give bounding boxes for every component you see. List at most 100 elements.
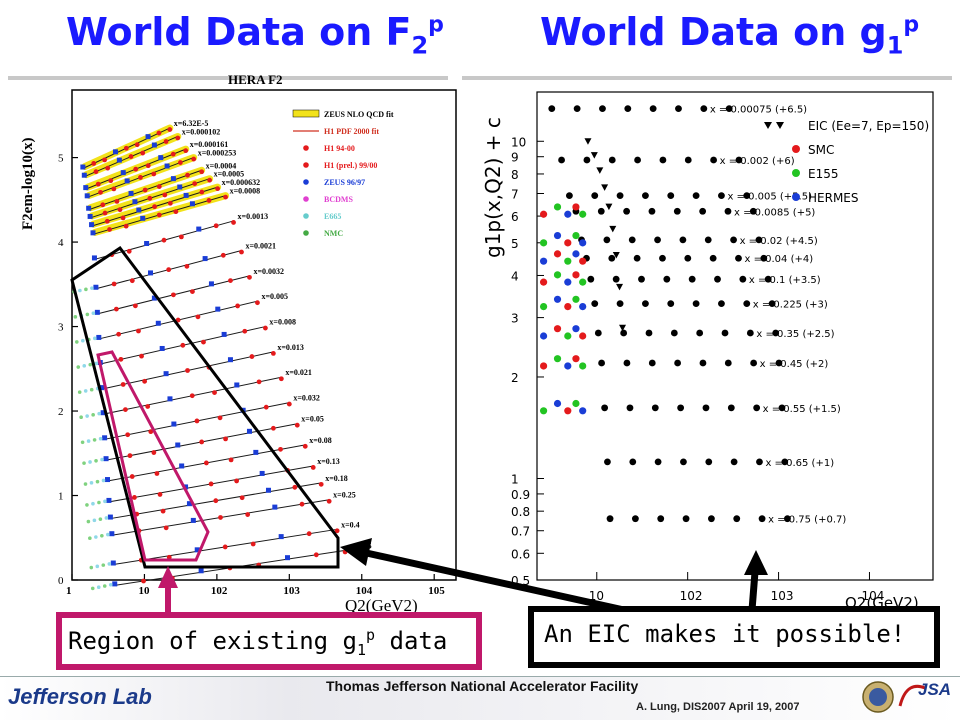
f2-data-point [220,252,226,258]
g1p-eic-point [597,207,605,215]
f2-data-point [203,460,209,466]
eic-callout: An EIC makes it possible! [528,606,940,668]
f2-data-point [334,528,340,534]
f2-data-point [270,425,276,431]
g1p-eic-point [623,207,631,215]
g1p-eic-point [638,275,645,283]
g1p-measured-point [539,257,548,265]
g1p-eic-point [758,515,766,523]
g1p-y-tick-label: 1 [511,472,519,486]
f2-data-point [104,477,110,483]
f2-data-point [95,479,100,484]
f2-data-point [154,471,160,476]
f2-legend-entry: E665 [324,212,341,221]
f2-data-point [136,207,142,213]
g1p-measured-point [564,257,572,265]
f2-data-point [129,278,135,284]
g1p-eic-point [573,105,581,112]
g1p-eic-point [724,207,732,215]
f2-legend-swatch [303,213,309,219]
g1p-measured-point [572,271,580,279]
g1p-eic-point [756,458,763,466]
g1p-series-label: x = 0.04 (+4) [744,254,813,265]
g1p-eic-point [775,359,783,367]
f2-data-point [94,309,100,315]
g1p-measured-point [564,332,572,340]
f2-x-tick-label: 103 [283,585,300,597]
g1p-series-label: x = 0.35 (+2.5) [756,329,834,340]
f2-data-point [82,461,86,465]
g1p-measured-point [539,332,548,340]
g1p-legend-swatch [792,145,800,153]
g1p-measured-point [539,302,548,311]
f2-data-point [178,234,184,240]
f2-data-point [85,312,90,317]
f2-data-point [217,415,223,421]
f2-legend-swatch [303,230,309,236]
g1p-eic-point [583,156,591,164]
f2-series-label: x=0.0021 [246,242,277,251]
f2-x-tick-label: 104 [356,585,373,597]
f2-data-point [140,150,146,156]
f2-data-point [94,458,98,463]
g1p-series-label: x = 0.65 (+1) [765,458,834,469]
f2-data-point [152,204,157,210]
f2-data-point [123,407,128,412]
f2-data-point [86,439,91,443]
f2-data-point [159,345,165,351]
f2-data-point [129,474,135,479]
g1p-eic-point [604,458,611,466]
g1p-series-label: x = 0.002 (+6) [720,156,795,167]
f2-data-point [87,213,93,219]
f2-data-point [175,442,181,448]
f2-y-tick-label: 1 [58,491,64,503]
f2-data-point [166,554,172,560]
talk-credit: A. Lung, DIS2007 April 19, 2007 [636,701,800,713]
g1p-eic-point [772,329,780,337]
f2-data-point [102,435,108,441]
f2-data-point [120,382,126,387]
g1p-measured-point [579,257,587,265]
f2-data-point [102,157,107,163]
f2-legend-entry: H1 94-00 [324,144,355,153]
g1p-eic-point [705,458,713,466]
f2-data-point [142,378,148,384]
f2-data-point [89,481,94,485]
f2-data-point [192,181,198,187]
g1p-x-tick-label: 102 [680,589,703,603]
g1p-eic-point [566,192,573,200]
f2-data-point [318,481,324,487]
f2-data-point [186,501,192,507]
f2-data-point [141,578,146,584]
g1p-measured-point [539,278,548,286]
g1p-eic-point [673,207,681,215]
f2-data-point [163,371,169,377]
f2-data-point [93,284,99,290]
f2-data-point [199,439,205,445]
title-underline-left [8,76,448,80]
g1p-eic-point [721,329,729,337]
g1p-eic-point [696,329,704,337]
g1p-eic-point [626,404,634,412]
f2-data-point [250,541,256,547]
g1p-eic-point [645,329,653,337]
f2-data-point [83,185,89,191]
f2-data-point [239,495,245,501]
g1p-eic-point [657,515,665,523]
f2-data-point [95,181,101,187]
f2-data-point [212,390,217,396]
g1p-eic-point [620,329,628,337]
g1p-legend-entry: E155 [808,167,839,181]
f2-data-point [223,436,228,442]
f2-data-point [124,178,130,184]
f2-data-point [142,187,148,193]
f2-data-point [114,198,120,204]
f2-data-point [223,194,228,200]
g1p-eic-point [629,458,637,466]
g1p-eic-point [670,329,678,337]
f2-plot-frame [71,89,457,581]
f2-series-label: x=0.13 [317,457,340,466]
f2-data-point [278,376,284,382]
f2-data-point [94,535,98,539]
